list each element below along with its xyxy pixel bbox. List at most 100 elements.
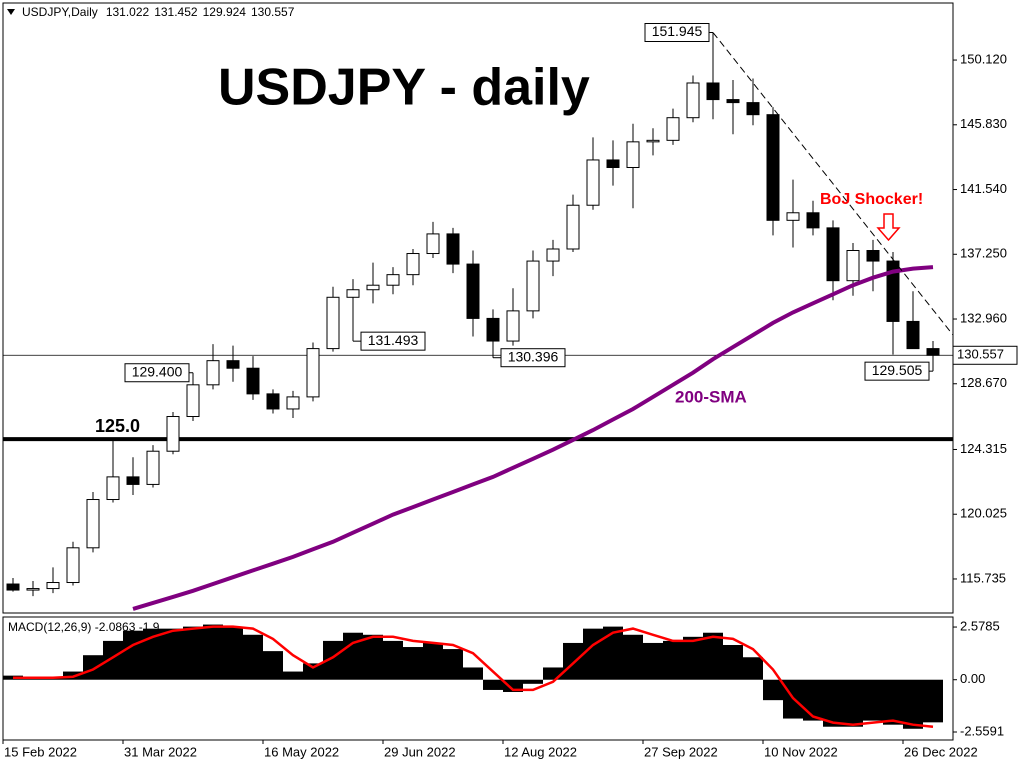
sma-label: 200-SMA bbox=[675, 387, 747, 406]
current-price-label: 130.557 bbox=[957, 347, 1004, 362]
main-panel bbox=[2, 2, 954, 614]
candle-body bbox=[106, 476, 120, 501]
chart-title: USDJPY - daily bbox=[218, 59, 590, 117]
price-label-box bbox=[644, 23, 710, 43]
candle-body bbox=[46, 582, 60, 590]
x-tick-label: 10 Nov 2022 bbox=[764, 744, 838, 759]
candle-body bbox=[446, 233, 460, 265]
macd-bar bbox=[823, 679, 843, 727]
y-tick-label: 2.5785 bbox=[960, 618, 1000, 633]
macd-bar bbox=[683, 636, 703, 680]
candle-body bbox=[826, 227, 840, 282]
sma-line bbox=[132, 265, 934, 611]
macd-bar bbox=[803, 679, 823, 721]
y-tick-label: 145.830 bbox=[960, 116, 1007, 131]
macd-bar bbox=[203, 624, 223, 680]
macd-bar bbox=[403, 647, 423, 680]
macd-bar bbox=[703, 632, 723, 680]
header-open: 131.022 bbox=[106, 5, 150, 19]
macd-bar bbox=[223, 626, 243, 680]
price-label: 129.505 bbox=[872, 362, 923, 378]
header-icon bbox=[7, 9, 15, 15]
candle-body bbox=[406, 253, 420, 276]
y-tick-label: 137.250 bbox=[960, 246, 1007, 261]
candle-body bbox=[226, 360, 240, 369]
macd-bar bbox=[183, 626, 203, 680]
macd-bar bbox=[163, 628, 183, 680]
candle-body bbox=[86, 499, 100, 549]
macd-bar bbox=[863, 679, 883, 721]
candle-body bbox=[846, 250, 860, 282]
macd-bar bbox=[723, 644, 743, 680]
macd-bar bbox=[643, 642, 663, 680]
header-close: 130.557 bbox=[251, 5, 295, 19]
x-tick-label: 15 Feb 2022 bbox=[4, 744, 77, 759]
candle-body bbox=[526, 260, 540, 312]
candle-body bbox=[206, 360, 220, 386]
candle-body bbox=[346, 289, 360, 298]
candle-body bbox=[486, 317, 500, 342]
price-label-box bbox=[124, 363, 190, 383]
candle-body bbox=[706, 82, 720, 101]
candle-body bbox=[666, 117, 680, 141]
annotation-arrow bbox=[876, 213, 901, 242]
price-label-box bbox=[500, 348, 566, 368]
candle-body bbox=[506, 310, 520, 342]
header: USDJPY,Daily 131.022 131.452 129.924 130.557 bbox=[22, 5, 295, 19]
macd-bar bbox=[483, 679, 503, 690]
macd-bar bbox=[543, 667, 563, 680]
y-tick-label: 132.960 bbox=[960, 310, 1007, 325]
macd-bar bbox=[603, 626, 623, 680]
x-tick-label: 16 May 2022 bbox=[264, 744, 339, 759]
candle-body bbox=[266, 393, 280, 410]
x-tick-label: 27 Sep 2022 bbox=[644, 744, 718, 759]
macd-bar bbox=[283, 671, 303, 680]
x-tick-label: 31 Mar 2022 bbox=[124, 744, 197, 759]
candle-body bbox=[626, 141, 640, 168]
macd-bar bbox=[903, 679, 923, 729]
macd-bar bbox=[443, 649, 463, 680]
header-symbol: USDJPY,Daily bbox=[22, 5, 98, 19]
macd-bar bbox=[303, 663, 323, 680]
candle-body bbox=[326, 296, 340, 350]
candle-body bbox=[926, 348, 940, 356]
candle-body bbox=[286, 396, 300, 410]
candle-body bbox=[386, 274, 400, 286]
candle-body bbox=[726, 99, 740, 104]
current-price-box bbox=[952, 345, 1018, 365]
x-tick-label: 26 Dec 2022 bbox=[904, 744, 978, 759]
y-tick-label: 120.025 bbox=[960, 506, 1007, 521]
macd-bar bbox=[143, 628, 163, 680]
y-tick-label: 0.00 bbox=[960, 671, 985, 686]
candle-body bbox=[466, 263, 480, 319]
macd-bar bbox=[263, 651, 283, 680]
candle-body bbox=[806, 212, 820, 229]
macd-bar bbox=[323, 640, 343, 680]
macd-bar bbox=[423, 642, 443, 680]
macd-bar bbox=[83, 655, 103, 680]
macd-bar bbox=[843, 679, 863, 727]
price-label: 151.945 bbox=[652, 23, 703, 39]
x-tick-label: 29 Jun 2022 bbox=[384, 744, 456, 759]
price-label-box bbox=[360, 331, 426, 351]
level-label: 125.0 bbox=[95, 416, 140, 436]
candle-body bbox=[646, 139, 660, 143]
macd-bar bbox=[763, 679, 783, 701]
header-high: 131.452 bbox=[154, 5, 198, 19]
candle-body bbox=[366, 284, 380, 291]
macd-bar bbox=[583, 628, 603, 680]
x-tick-label: 12 Aug 2022 bbox=[504, 744, 577, 759]
price-label: 129.400 bbox=[132, 363, 183, 379]
candle-body bbox=[566, 204, 580, 250]
macd-bar bbox=[243, 634, 263, 680]
macd-bar bbox=[103, 640, 123, 680]
price-label: 130.396 bbox=[508, 348, 559, 364]
candle-body bbox=[906, 320, 920, 350]
candle-body bbox=[186, 384, 200, 418]
candle-body bbox=[786, 212, 800, 221]
candle-body bbox=[66, 547, 80, 584]
macd-bar bbox=[363, 634, 383, 680]
y-tick-label: 141.540 bbox=[960, 181, 1007, 196]
macd-bar bbox=[923, 679, 943, 723]
